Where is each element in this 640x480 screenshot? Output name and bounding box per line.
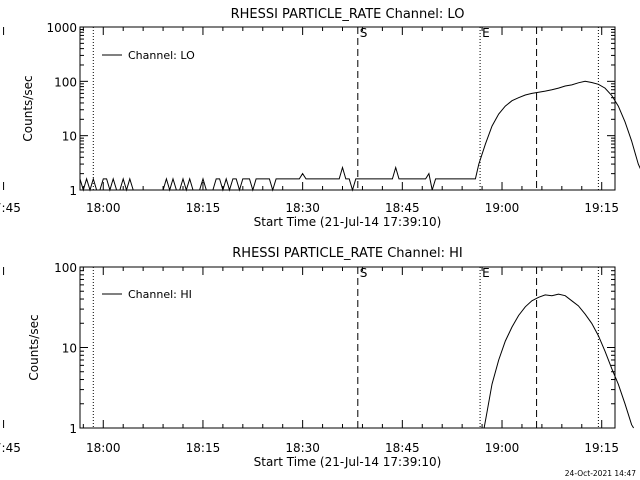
x-tick-label: 18:15 [186,201,221,215]
y-tick-label: 10 [62,130,77,144]
event-marker-label: S [360,26,368,40]
y-tick-label: 1 [69,422,77,436]
x-tick-label: 17:45 [0,201,21,215]
plot-frame [79,26,616,191]
chart-hi: RHESSI PARTICLE_RATE Channel: HI Start Ti… [0,246,635,469]
event-marker-label: E [482,26,490,40]
chart-title: RHESSI PARTICLE_RATE Channel: LO [231,7,465,22]
series-line-channel-lo [79,80,640,192]
y-axis-label: Counts/sec [27,314,41,380]
x-tick-label: 18:30 [285,201,320,215]
x-tick-label: 19:15 [584,441,619,455]
x-tick-label: 18:45 [385,201,420,215]
x-tick-label: 19:00 [485,201,520,215]
x-axis-label: Start Time (21-Jul-14 17:39:10) [254,455,442,469]
x-tick-label: 18:30 [285,441,320,455]
x-tick-label: 19:00 [485,441,520,455]
y-tick-label: 1000 [46,21,77,35]
x-tick-label: 18:45 [385,441,420,455]
series-line-channel-hi [483,293,635,429]
event-marker-label: S [360,266,368,280]
chart-title: RHESSI PARTICLE_RATE Channel: HI [232,246,462,261]
x-tick-label: 18:00 [86,441,121,455]
y-axis-label: Counts/sec [21,75,35,141]
y-tick-label: 100 [54,75,77,89]
chart-lo: RHESSI PARTICLE_RATE Channel: LO Start Ti… [0,7,640,229]
legend-label: Channel: HI [128,288,192,301]
x-tick-label: 19:15 [584,201,619,215]
x-tick-label: 18:15 [186,441,221,455]
y-tick-label: 1 [69,184,77,198]
x-axis-label: Start Time (21-Jul-14 17:39:10) [254,215,442,229]
event-marker-label: E [482,266,490,280]
y-tick-label: 10 [62,342,77,356]
legend-label: Channel: LO [128,49,195,62]
y-tick-label: 100 [54,261,77,275]
footer-date: 24-Oct-2021 14:47 [565,469,636,478]
x-tick-label: 17:45 [0,441,21,455]
x-tick-label: 18:00 [86,201,121,215]
